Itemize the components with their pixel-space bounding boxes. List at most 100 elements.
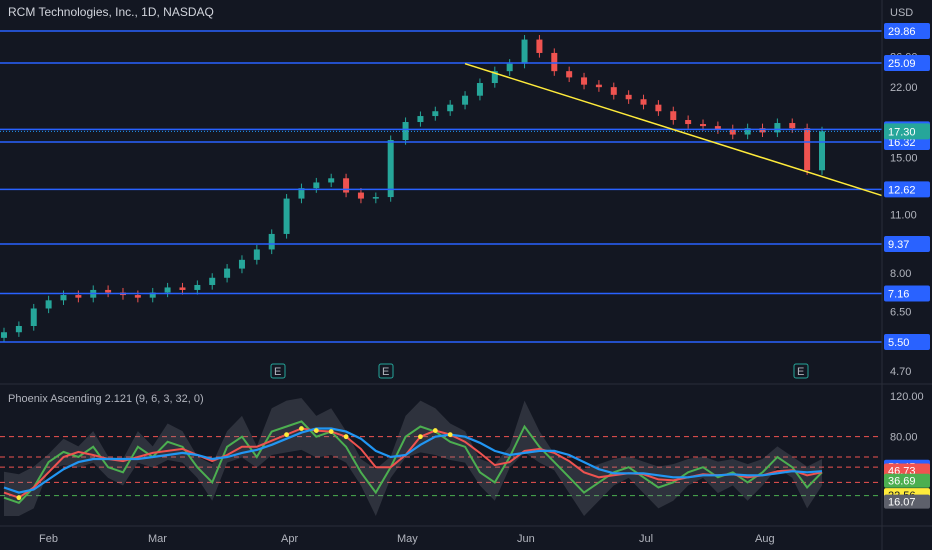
candle-body[interactable] <box>343 178 350 193</box>
candle-body[interactable] <box>640 99 647 105</box>
time-tick-label: May <box>397 533 418 545</box>
candle-body[interactable] <box>179 287 186 290</box>
candle-body[interactable] <box>134 295 141 298</box>
earnings-marker-label: E <box>382 366 389 378</box>
level-price-tag <box>884 23 930 39</box>
candle-body[interactable] <box>417 116 424 123</box>
level-price-tag <box>884 236 930 253</box>
candle-body[interactable] <box>819 131 825 171</box>
candle-body[interactable] <box>238 259 245 269</box>
chart-title: RCM Technologies, Inc., 1D, NASDAQ <box>8 5 214 19</box>
earnings-marker[interactable] <box>793 363 809 379</box>
candle-body[interactable] <box>253 249 260 260</box>
candle-body[interactable] <box>625 94 632 100</box>
candle-body[interactable] <box>75 295 82 298</box>
indicator-signal-dot <box>299 426 304 431</box>
indicator-tick-label: 80.00 <box>890 432 918 444</box>
indicator-value-label: 36.69 <box>888 476 916 488</box>
level-price-label: 12.62 <box>888 184 916 196</box>
candle-body[interactable] <box>447 104 454 112</box>
candle-body[interactable] <box>224 268 231 278</box>
candle-body[interactable] <box>759 128 766 133</box>
price-tick-label: 15.00 <box>890 153 918 165</box>
candle-body[interactable] <box>729 129 736 135</box>
level-price-label: 29.86 <box>888 26 916 38</box>
indicator-tick-label: 120.00 <box>890 391 924 403</box>
indicator-line[interactable] <box>3 427 823 494</box>
candle-body[interactable] <box>372 197 379 199</box>
trendline[interactable] <box>464 62 883 197</box>
last-price-label: 17.30 <box>888 126 916 138</box>
level-price-tag <box>884 54 930 71</box>
candle-body[interactable] <box>298 188 305 199</box>
price-axis[interactable]: 26.0022.0015.0011.008.006.504.7029.8625.… <box>881 0 930 550</box>
indicator-band <box>4 398 822 516</box>
time-tick-label: Aug <box>755 533 775 545</box>
candle-body[interactable] <box>551 52 558 72</box>
indicator-name: Phoenix Ascending 2.121 (9, 6, 3, 32, 0) <box>8 393 204 405</box>
candle-body[interactable] <box>610 87 617 95</box>
earnings-marker-label: E <box>274 366 281 378</box>
indicator-line[interactable] <box>3 420 823 504</box>
candle-body[interactable] <box>536 39 543 53</box>
candle-body[interactable] <box>45 300 52 309</box>
candle-body[interactable] <box>700 124 707 127</box>
level-price-label: 5.50 <box>888 337 909 349</box>
candle-body[interactable] <box>476 83 483 96</box>
candle-body[interactable] <box>1 332 7 338</box>
candle-body[interactable] <box>521 39 528 64</box>
indicator-signal-dot <box>343 434 349 440</box>
candle-body[interactable] <box>30 308 37 327</box>
time-tick-label: Mar <box>148 533 167 545</box>
candle-body[interactable] <box>655 104 662 112</box>
indicator-value-tag <box>884 473 930 488</box>
candle-body[interactable] <box>357 192 364 199</box>
candle-body[interactable] <box>164 287 171 293</box>
candle-body[interactable] <box>15 326 22 333</box>
indicator-signal-dot <box>432 428 438 433</box>
candle-body[interactable] <box>670 111 677 121</box>
time-tick-label: Jun <box>517 533 535 545</box>
candle-body[interactable] <box>60 295 67 301</box>
candle-body[interactable] <box>566 71 573 78</box>
candle-body[interactable] <box>774 123 781 133</box>
candle-body[interactable] <box>595 84 602 88</box>
candle-body[interactable] <box>685 120 692 125</box>
earnings-marker[interactable] <box>378 363 394 379</box>
indicator-signal-dot <box>418 434 423 440</box>
candle-body[interactable] <box>268 233 275 250</box>
candle-body[interactable] <box>194 284 201 290</box>
time-axis[interactable]: Feb Mar Apr May Jun Jul Aug <box>0 525 932 545</box>
level-price-tag <box>884 334 930 350</box>
price-tick-label: 8.00 <box>890 268 911 280</box>
candle-body[interactable] <box>432 111 439 117</box>
candle-body[interactable] <box>789 123 796 129</box>
earnings-marker[interactable] <box>270 363 286 379</box>
candle-body[interactable] <box>714 126 721 130</box>
price-tick-label: 6.50 <box>890 306 911 318</box>
candle-body[interactable] <box>804 128 811 171</box>
candle-body[interactable] <box>328 178 335 183</box>
indicator-signal-dot <box>16 495 22 501</box>
candle-body[interactable] <box>313 182 320 189</box>
indicator-signal-dot <box>328 429 334 434</box>
price-tick-label: 4.70 <box>890 366 911 378</box>
price-tick-label: 22.00 <box>890 82 918 94</box>
candle-body[interactable] <box>209 277 216 285</box>
candle-body[interactable] <box>283 198 290 234</box>
time-tick-label: Jul <box>639 533 653 545</box>
candle-body[interactable] <box>506 63 513 72</box>
candle-body[interactable] <box>149 292 156 298</box>
candle-body[interactable] <box>491 71 498 84</box>
candle-body[interactable] <box>581 77 588 85</box>
price-tick-label: 11.00 <box>890 210 917 222</box>
indicator-pane[interactable] <box>0 398 882 516</box>
candle-body[interactable] <box>462 95 469 105</box>
level-price-label: 16.32 <box>888 137 916 149</box>
candle-body[interactable] <box>105 289 112 293</box>
level-price-label: 25.09 <box>888 58 916 70</box>
indicator-value-label: 16.07 <box>888 497 916 509</box>
candle-body[interactable] <box>387 140 394 198</box>
